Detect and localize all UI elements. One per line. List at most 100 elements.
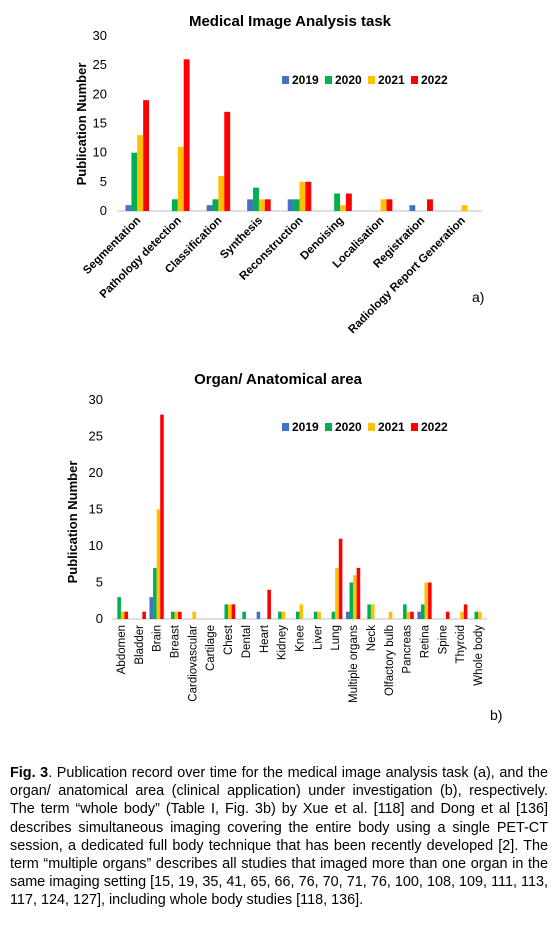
bar [460, 611, 464, 619]
bar [474, 611, 479, 619]
x-tick-label: Dental [241, 625, 253, 658]
legend-swatch [368, 423, 375, 431]
caption-text: . Publication record over time for the m… [10, 765, 548, 909]
chart-b-legend: 2019 2020 2021 2022 [282, 420, 448, 434]
bar [178, 611, 182, 619]
x-tick-label: Liver [312, 625, 324, 650]
bar [183, 59, 190, 211]
x-tick-label: Thyroid [455, 625, 467, 663]
legend-entry: 2019 [292, 73, 319, 87]
legend-swatch [411, 423, 418, 431]
bar [212, 199, 219, 211]
bar [177, 146, 184, 211]
bar [192, 611, 196, 619]
bar [206, 205, 213, 211]
y-tick-label: 30 [93, 28, 107, 43]
bar [427, 199, 433, 211]
x-tick-label: Heart [259, 624, 271, 653]
bar [124, 611, 129, 619]
bar [171, 199, 178, 211]
chart-b-organ: Organ/ Anatomical area Publication Numbe… [65, 371, 502, 723]
x-tick-label: Neck [366, 625, 378, 651]
bar [293, 199, 300, 211]
chart-a-bars [125, 59, 468, 211]
x-tick-label: Olfactory bulb [384, 625, 396, 696]
bar [388, 611, 393, 619]
bar [160, 414, 164, 619]
x-tick-label: Spine [437, 625, 449, 654]
bar [143, 100, 150, 211]
y-tick-label: 5 [96, 575, 103, 590]
x-tick-label: Cartilage [205, 625, 217, 671]
y-tick-label: 15 [89, 502, 103, 517]
bar [367, 604, 371, 619]
chart-a-task: Medical Image Analysis task Publication … [74, 13, 484, 336]
y-tick-label: 5 [100, 174, 107, 189]
legend-entry: 2021 [378, 420, 405, 434]
y-tick-label: 20 [93, 86, 107, 101]
bar [174, 611, 179, 619]
bar [149, 597, 154, 619]
y-tick-label: 15 [93, 116, 107, 131]
bar [305, 181, 312, 211]
y-tick-label: 0 [96, 611, 103, 626]
bar [258, 199, 265, 211]
bar [256, 611, 261, 619]
y-tick-label: 25 [93, 57, 107, 72]
x-tick-label: Pancreas [402, 625, 414, 674]
bar [340, 205, 346, 211]
bar [295, 611, 300, 619]
bar [386, 199, 393, 211]
chart-a-panel-label: a) [472, 289, 484, 305]
chart-a-ylabel: Publication Number [74, 63, 89, 186]
x-tick-label: Bladder [134, 625, 146, 665]
y-tick-label: 0 [100, 203, 107, 218]
caption-label: Fig. 3 [10, 765, 49, 781]
bar [409, 205, 416, 211]
bar [353, 575, 357, 619]
chart-b-panel-label: b) [490, 707, 502, 723]
x-tick-label: Chest [223, 624, 235, 655]
bar [170, 611, 175, 619]
y-tick-label: 10 [93, 145, 107, 160]
bar [356, 567, 361, 619]
bar [278, 611, 282, 619]
bar [267, 589, 271, 619]
bar [461, 205, 468, 211]
bar [281, 611, 286, 619]
bar [417, 611, 421, 619]
bar [299, 604, 304, 619]
legend-entry: 2022 [421, 420, 448, 434]
bar [120, 611, 125, 619]
x-tick-label: Cardiovascular [187, 625, 199, 702]
x-tick-label: Knee [295, 625, 307, 652]
bar [156, 509, 161, 619]
bar [228, 604, 232, 619]
legend-swatch [282, 76, 289, 84]
bar [463, 604, 468, 619]
x-tick-label: Whole body [473, 625, 485, 686]
legend-entry: 2022 [421, 73, 448, 87]
bar [380, 199, 387, 211]
chart-b-ylabel: Publication Number [65, 461, 80, 584]
chart-a-title: Medical Image Analysis task [189, 13, 392, 30]
chart-b-axes: 0 5 10 15 20 25 30 Abdomen Bladder Brain Breast Car… [89, 392, 487, 703]
x-tick-label: Kidney [277, 625, 289, 660]
bar [137, 135, 144, 211]
bar [334, 193, 341, 211]
bar [218, 176, 225, 211]
legend-swatch [325, 76, 332, 84]
bar [117, 597, 121, 619]
bar [313, 611, 318, 619]
bar [478, 611, 482, 619]
bar [445, 611, 450, 619]
x-tick-label: Retina [420, 624, 432, 658]
chart-a-legend: 2019 2020 2021 2022 [282, 73, 448, 87]
legend-entry: 2021 [378, 73, 405, 87]
chart-b-title: Organ/ Anatomical area [194, 371, 362, 388]
y-tick-label: 30 [89, 392, 103, 407]
bar [345, 193, 352, 211]
y-tick-label: 20 [89, 465, 103, 480]
x-tick-label: Pathology detection [98, 215, 184, 301]
bar [247, 199, 254, 211]
